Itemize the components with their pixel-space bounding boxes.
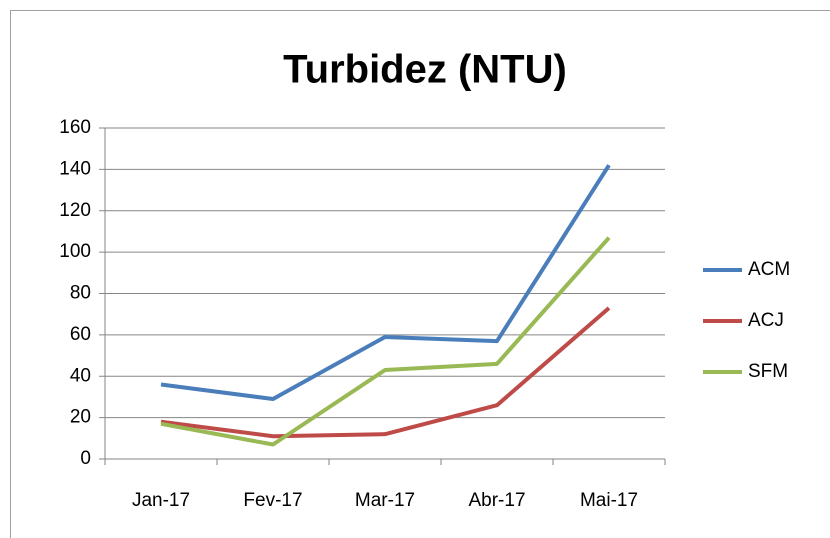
x-tick-label: Mar-17 [355, 490, 415, 511]
y-tick-label: 40 [70, 365, 91, 386]
y-tick-label: 80 [70, 283, 91, 304]
x-tick-label: Mai-17 [580, 490, 638, 511]
y-tick-label: 160 [59, 117, 91, 138]
legend-label: SFM [748, 361, 788, 382]
legend-label: ACM [748, 259, 790, 280]
x-tick-label: Fev-17 [243, 490, 302, 511]
legend-label: ACJ [748, 310, 784, 331]
y-tick-label: 140 [59, 158, 91, 179]
x-tick-label: Jan-17 [132, 490, 190, 511]
y-tick-label: 60 [70, 324, 91, 345]
y-tick-label: 20 [70, 407, 91, 428]
x-tick-label: Abr-17 [468, 490, 525, 511]
series-line [160, 236, 611, 447]
y-tick-label: 100 [59, 241, 91, 262]
series-line [160, 306, 611, 439]
chart-frame [10, 10, 830, 538]
y-tick-label: 120 [59, 200, 91, 221]
chart-title: Turbidez (NTU) [283, 48, 567, 92]
y-tick-label: 0 [80, 448, 91, 469]
series-line [160, 164, 611, 402]
